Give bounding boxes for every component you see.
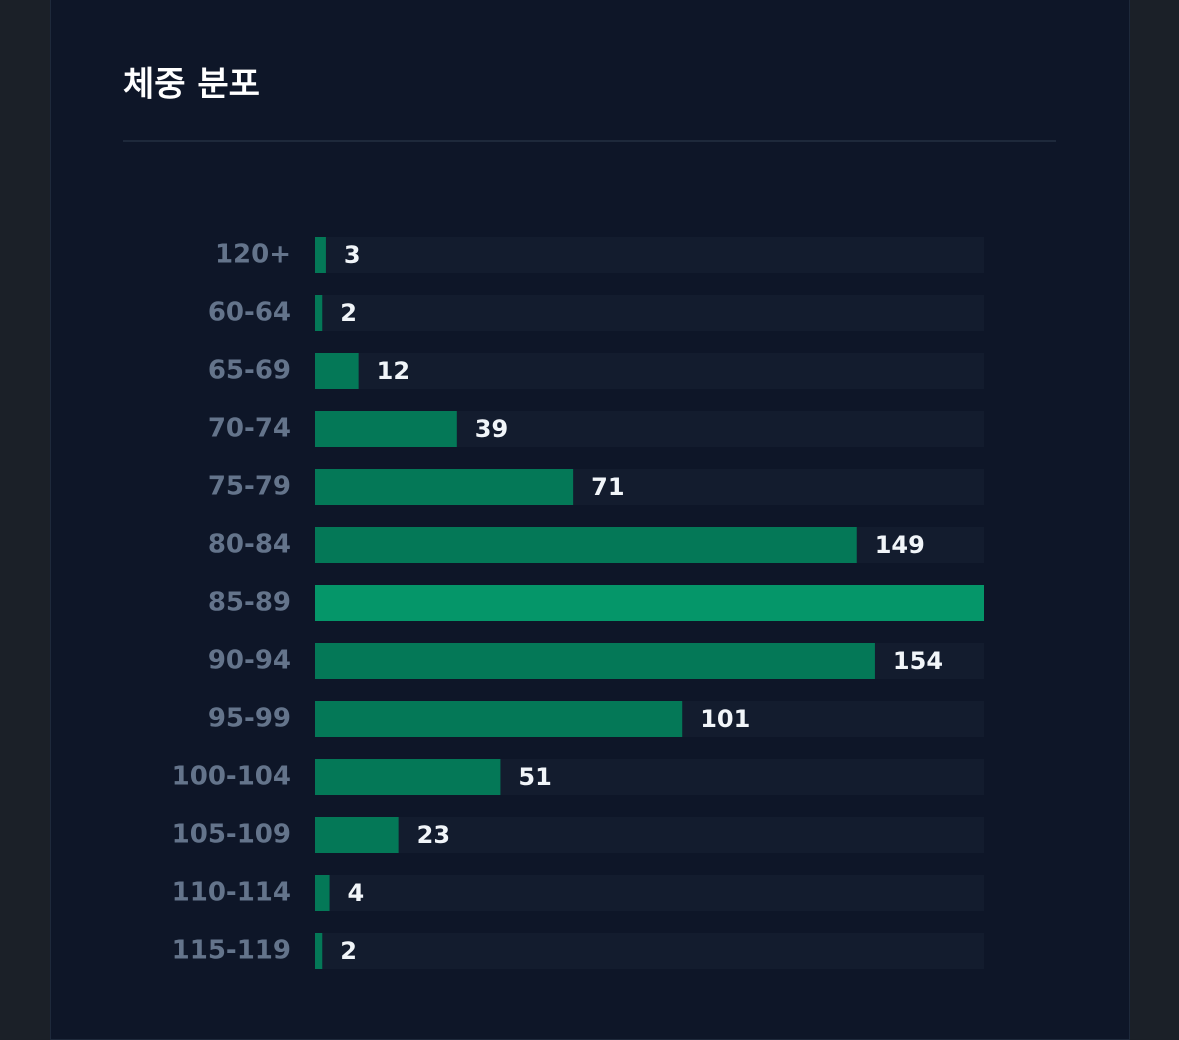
bar-track: [315, 237, 984, 273]
bar-track: [315, 817, 984, 853]
value-label: 51: [518, 763, 551, 791]
category-label: 85-89: [208, 588, 291, 618]
value-label: 2: [340, 937, 357, 965]
chart-title: 체중 분포: [123, 65, 260, 105]
bar: [315, 643, 875, 679]
value-label: 3: [344, 241, 361, 269]
bar: [315, 817, 399, 853]
value-label: 12: [377, 357, 410, 385]
value-label: 71: [591, 473, 624, 501]
bar: [315, 237, 326, 273]
category-label: 105-109: [172, 820, 291, 850]
category-label: 95-99: [208, 704, 291, 734]
category-label: 110-114: [172, 878, 291, 908]
value-label: 39: [475, 415, 508, 443]
category-label: 65-69: [208, 356, 291, 386]
bar: [315, 759, 501, 795]
bar: [315, 875, 330, 911]
bar: [315, 527, 857, 563]
bar: [315, 469, 574, 505]
category-label: 75-79: [208, 472, 291, 502]
value-label: 101: [700, 705, 750, 733]
bar: [315, 353, 359, 389]
value-label: 4: [348, 879, 365, 907]
category-label: 70-74: [208, 414, 291, 444]
category-label: 100-104: [172, 762, 291, 792]
category-label: 60-64: [208, 298, 291, 328]
value-label: 154: [893, 647, 943, 675]
category-label: 90-94: [208, 646, 291, 676]
value-label: 23: [417, 821, 450, 849]
bar-track: [315, 353, 984, 389]
category-label: 115-119: [172, 936, 291, 966]
category-label: 80-84: [208, 530, 291, 560]
card: [50, 0, 1130, 1040]
bar-track: [315, 295, 984, 331]
bar: [315, 585, 984, 621]
bar-track: [315, 933, 984, 969]
value-label: 2: [340, 299, 357, 327]
bar: [315, 701, 683, 737]
bar: [315, 933, 323, 969]
bar-track: [315, 875, 984, 911]
value-label: 149: [875, 531, 925, 559]
category-label: 120+: [215, 240, 291, 270]
bar: [315, 295, 323, 331]
bar: [315, 411, 457, 447]
